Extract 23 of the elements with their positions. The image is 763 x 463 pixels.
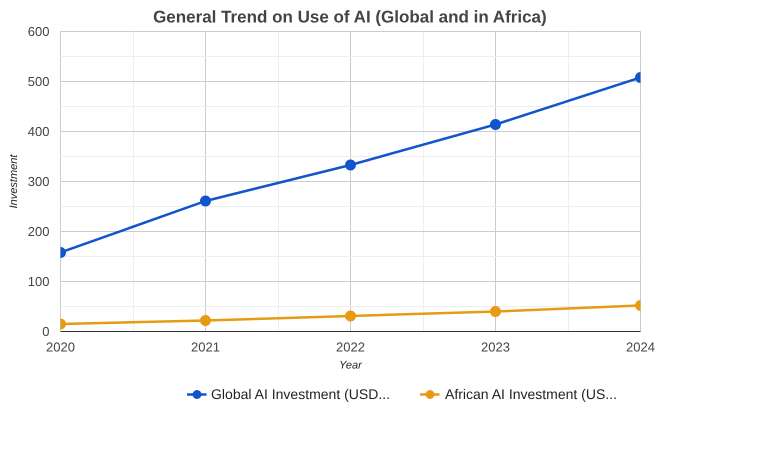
point <box>345 310 356 322</box>
x-tick-label: 2023 <box>481 340 510 354</box>
point <box>200 196 211 206</box>
legend-label: Global AI Investment (USD... <box>211 386 390 402</box>
y-tick-label: 600 <box>28 24 50 39</box>
x-tick-label: 2020 <box>46 340 75 354</box>
x-tick-label: 2021 <box>191 340 220 354</box>
y-tick-label: 0 <box>42 324 50 339</box>
point <box>200 315 211 326</box>
y-axis-title: Investment <box>8 154 20 208</box>
point <box>490 119 501 130</box>
legend-label: African AI Investment (US... <box>445 386 617 402</box>
point <box>345 160 356 170</box>
point <box>490 306 501 317</box>
x-tick-label: 2022 <box>336 340 365 354</box>
chart-title: General Trend on Use of AI (Global and in Africa) <box>153 8 547 26</box>
x-tick-label: 2024 <box>626 340 655 354</box>
y-tick-label: 500 <box>28 74 50 89</box>
y-tick-label: 200 <box>28 224 50 239</box>
x-axis-title: Year <box>339 360 364 372</box>
y-tick-label: 100 <box>28 274 50 289</box>
y-tick-label: 300 <box>28 174 50 189</box>
y-tick-label: 400 <box>28 124 50 139</box>
